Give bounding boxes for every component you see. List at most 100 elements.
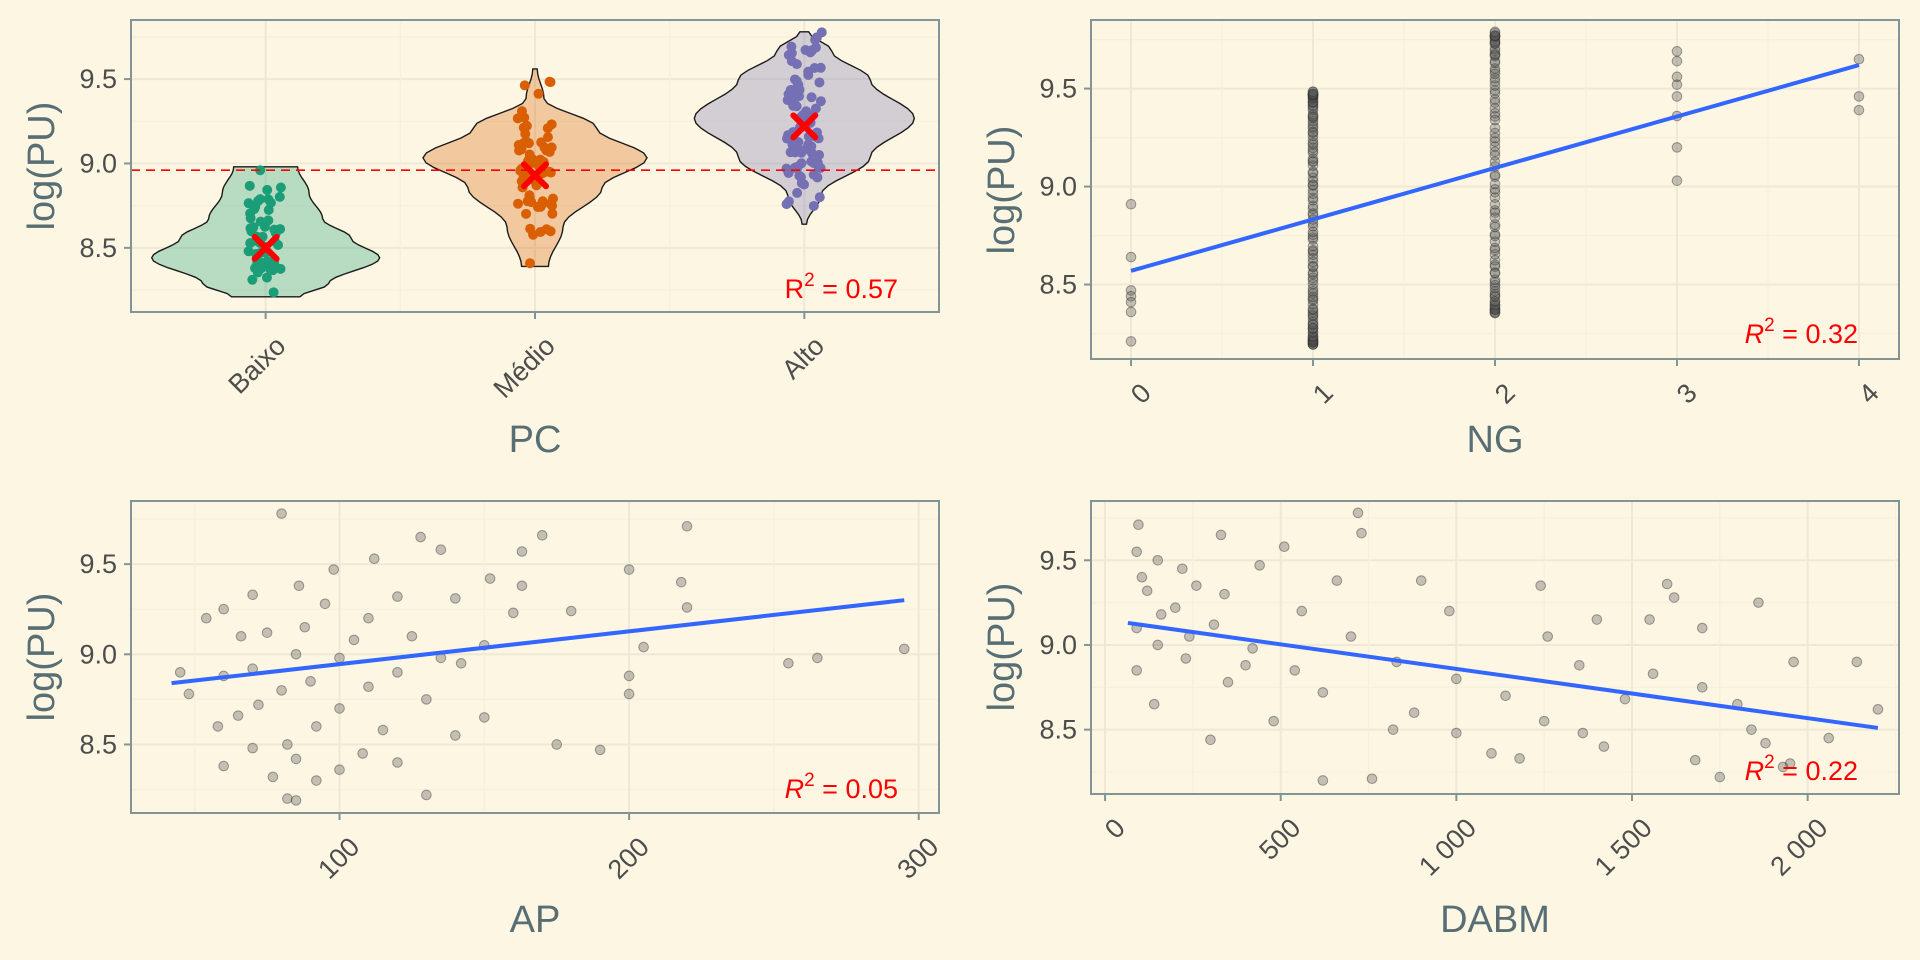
y-tick-labels: 8.5 9.0 9.5 [79, 64, 131, 263]
data-point [1307, 92, 1319, 103]
data-point [536, 529, 548, 541]
y-tick-label: 8.5 [1039, 715, 1077, 745]
data-point [1489, 49, 1501, 61]
data-point [265, 197, 276, 208]
data-point [450, 730, 461, 741]
data-point [392, 757, 403, 768]
data-point [1598, 741, 1610, 752]
data-point [1307, 331, 1319, 343]
data-point [1489, 261, 1501, 272]
data-point [1307, 100, 1319, 111]
y-tick-labels: 8.5 9.0 9.5 [79, 549, 131, 759]
data-point [267, 771, 279, 783]
data-point [1444, 605, 1455, 617]
x-tick-label: 0 [1125, 378, 1157, 410]
data-point [1307, 226, 1319, 238]
points [174, 508, 910, 806]
panel-background [131, 501, 939, 813]
data-point [1591, 614, 1603, 625]
data-point [1489, 303, 1501, 315]
data-point [263, 215, 274, 226]
data-point [1307, 96, 1319, 108]
data-point [1823, 732, 1835, 744]
data-point [1307, 285, 1319, 297]
data-point [1254, 560, 1265, 571]
data-point [1538, 715, 1550, 727]
data-point [1307, 333, 1319, 345]
data-point [264, 256, 275, 267]
data-point [1307, 89, 1319, 100]
data-point [547, 208, 558, 219]
data-point [1307, 88, 1319, 100]
data-point [1489, 187, 1501, 198]
data-point [1489, 295, 1501, 307]
data-point [1489, 254, 1501, 266]
data-point [1307, 155, 1319, 167]
data-point [1170, 602, 1181, 613]
data-point [804, 140, 815, 151]
data-point [1307, 89, 1319, 101]
data-point [1307, 249, 1319, 261]
data-point [781, 133, 792, 144]
violin-baixo [150, 166, 381, 298]
gridlines [1091, 20, 1899, 359]
data-point [1289, 665, 1301, 676]
data-point [1489, 299, 1501, 310]
data-point [1489, 183, 1501, 195]
data-point [261, 272, 272, 283]
x-tick-label: Alto [776, 331, 830, 385]
data-point [1191, 580, 1202, 591]
data-point [1125, 251, 1137, 263]
data-point [1489, 296, 1501, 307]
data-point [551, 739, 563, 750]
data-point [1307, 188, 1319, 200]
data-point [516, 144, 527, 155]
data-point [623, 564, 635, 575]
data-point [794, 145, 805, 156]
data-point [1714, 771, 1726, 783]
data-point [334, 652, 345, 664]
data-point [1500, 690, 1511, 702]
data-point [808, 169, 819, 180]
data-point [803, 66, 814, 77]
data-point [1307, 110, 1319, 122]
data-point [1489, 38, 1501, 50]
panel-border [130, 500, 940, 814]
data-point [1486, 748, 1497, 759]
data-point [174, 667, 186, 678]
data-point [565, 605, 577, 617]
data-point [311, 721, 322, 732]
data-point [1746, 724, 1757, 735]
data-point [1777, 761, 1789, 773]
y-tick-label: 9.0 [1039, 172, 1077, 202]
data-point [276, 685, 287, 696]
data-point [1489, 80, 1501, 91]
data-point [357, 748, 368, 759]
data-point [1307, 275, 1319, 286]
data-point [1307, 160, 1319, 171]
data-point [1489, 230, 1501, 242]
data-point [1451, 673, 1462, 685]
data-point [788, 100, 799, 111]
data-point [528, 229, 539, 240]
data-point [368, 553, 380, 565]
data-point [1307, 246, 1319, 257]
data-point [1307, 319, 1319, 331]
data-point [1387, 724, 1399, 735]
data-point [544, 76, 555, 87]
x-tick-labels: 0 500 1 000 1 500 2 000 [1099, 794, 1833, 882]
data-point [1152, 554, 1164, 566]
data-point [1489, 178, 1501, 190]
data-point [1489, 141, 1501, 152]
data-point [1489, 199, 1501, 210]
data-point [513, 198, 524, 209]
data-point [1307, 180, 1319, 191]
data-point [247, 742, 258, 754]
y-axis-title: log(PU) [981, 583, 1023, 712]
data-point [1307, 339, 1319, 350]
data-point [1489, 171, 1501, 182]
data-point [1489, 43, 1501, 54]
y-axis-title: log(PU) [981, 126, 1023, 255]
data-point [1307, 313, 1319, 325]
data-point [1307, 240, 1319, 252]
